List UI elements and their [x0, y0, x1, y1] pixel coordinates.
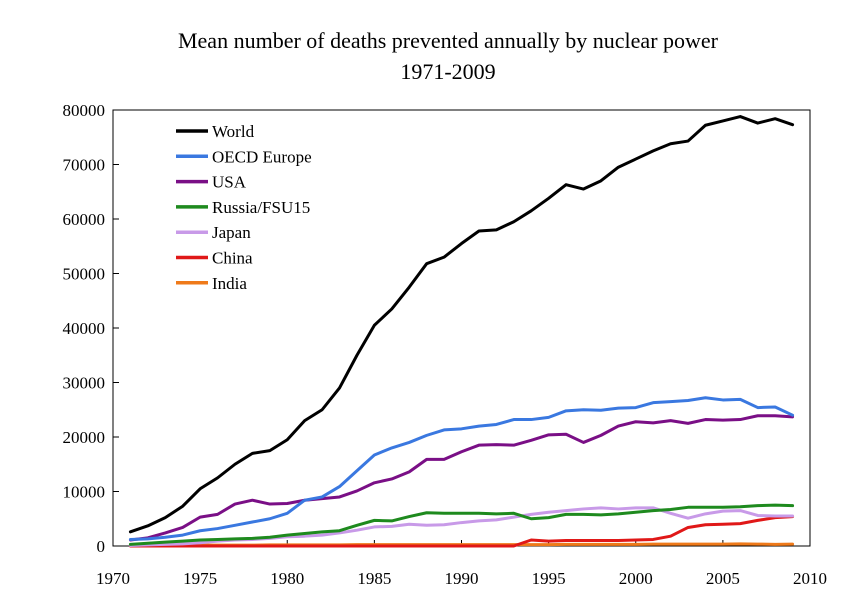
x-tick-label: 1985	[357, 569, 391, 588]
legend-label-oecd-europe: OECD Europe	[212, 147, 312, 166]
legend: World OECD Europe USA Russia/FSU15 Japan Chin…	[176, 122, 312, 293]
x-tick-label: 2005	[706, 569, 740, 588]
y-tick-label: 40000	[63, 319, 106, 338]
y-tick-label: 70000	[63, 156, 106, 175]
y-tick-label: 20000	[63, 428, 106, 447]
series-line-oecd-europe	[128, 396, 795, 541]
x-tick-label: 1975	[183, 569, 217, 588]
legend-label-india: India	[212, 274, 247, 293]
series-line-russia-fsu15	[128, 503, 795, 546]
series-line-world	[128, 115, 795, 534]
x-tick-label: 1980	[270, 569, 304, 588]
legend-label-japan: Japan	[212, 223, 251, 242]
y-tick-label: 10000	[63, 483, 106, 502]
legend-label-world: World	[212, 122, 255, 141]
chart-subtitle: 1971-2009	[400, 59, 495, 84]
x-tick-label: 1990	[445, 569, 479, 588]
series-line-usa	[128, 414, 795, 542]
series-line-china	[128, 515, 795, 548]
chart-title: Mean number of deaths prevented annually…	[178, 28, 719, 53]
y-tick-label: 0	[97, 537, 106, 556]
y-tick-label: 30000	[63, 374, 106, 393]
legend-label-usa: USA	[212, 173, 247, 192]
legend-label-china: China	[212, 249, 253, 268]
y-tick-label: 80000	[63, 101, 106, 120]
y-axis: 0 10000 20000 30000 40000 50000 60000 70000 8000…	[63, 101, 119, 556]
y-tick-label: 50000	[63, 265, 106, 284]
x-tick-label: 2010	[793, 569, 827, 588]
x-tick-label: 2000	[619, 569, 653, 588]
series-lines	[128, 115, 795, 548]
x-tick-label: 1995	[532, 569, 566, 588]
x-axis: 1970 1975 1980 1985 1990 1995 2000 2005 2010	[96, 540, 827, 588]
legend-label-russia-fsu15: Russia/FSU15	[212, 198, 310, 217]
y-tick-label: 60000	[63, 210, 106, 229]
x-tick-label: 1970	[96, 569, 130, 588]
